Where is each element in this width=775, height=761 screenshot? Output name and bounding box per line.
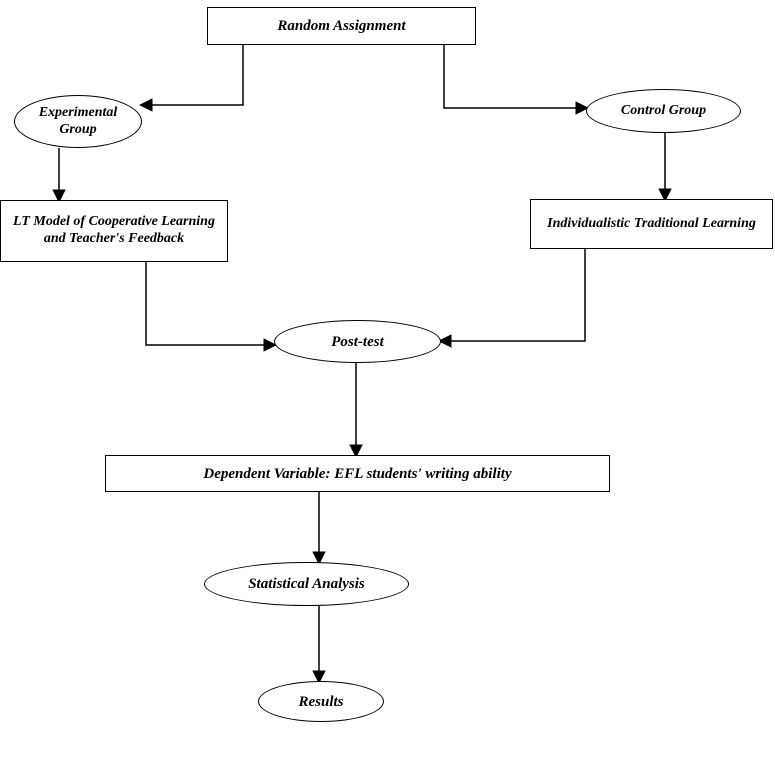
label: Control Group (621, 103, 706, 120)
node-results: Results (258, 681, 384, 722)
node-lt-model: LT Model of Cooperative Learning and Tea… (0, 200, 228, 262)
label: Results (298, 693, 343, 711)
node-individualistic: Individualistic Traditional Learning (530, 199, 773, 249)
edge-random_assignment-to-experimental_group (142, 45, 243, 105)
node-statistical-analysis: Statistical Analysis (204, 562, 409, 606)
edge-random_assignment-to-control_group (444, 45, 586, 108)
flowchart-canvas: Random Assignment Experimental Group Con… (0, 0, 775, 761)
label: Individualistic Traditional Learning (547, 216, 756, 233)
label: Post-test (331, 333, 384, 351)
label: Experimental Group (39, 105, 118, 139)
label: Dependent Variable: EFL students' writin… (203, 465, 511, 483)
edge-individualistic-to-post_test (441, 249, 585, 341)
node-post-test: Post-test (274, 320, 441, 363)
node-control-group: Control Group (586, 89, 741, 133)
node-dependent-variable: Dependent Variable: EFL students' writin… (105, 455, 610, 492)
node-experimental-group: Experimental Group (14, 95, 142, 148)
label: Random Assignment (277, 17, 405, 35)
node-random-assignment: Random Assignment (207, 7, 476, 45)
label: Statistical Analysis (248, 575, 365, 593)
edge-lt_model-to-post_test (146, 262, 274, 345)
label: LT Model of Cooperative Learning and Tea… (7, 214, 221, 248)
